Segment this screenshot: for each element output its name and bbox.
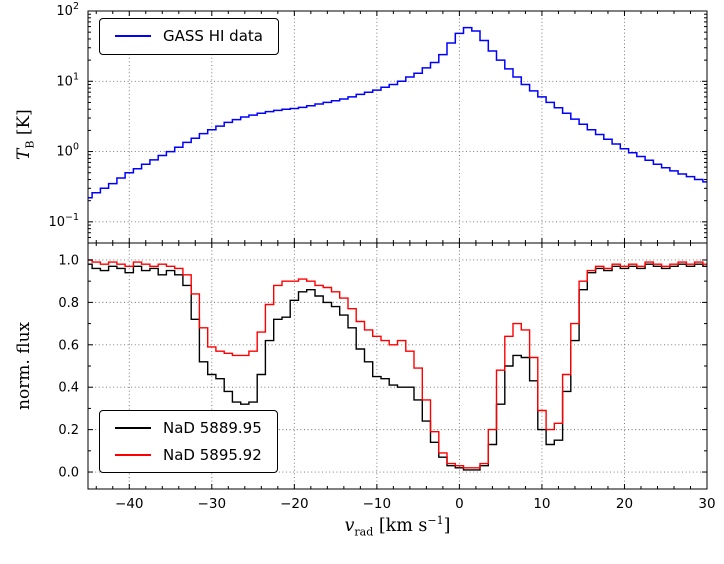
legend-item: NaD 5895.92: [115, 445, 262, 464]
svg-text:1.0: 1.0: [58, 253, 79, 268]
svg-text:10: 10: [533, 496, 550, 512]
legend-label-gass: GASS HI data: [163, 27, 263, 45]
svg-text:102: 102: [56, 1, 79, 19]
xlabel-sup: −1: [427, 514, 444, 527]
legend-line-sample-red: [115, 453, 151, 456]
y-axis-label-top: TB [K]: [14, 109, 36, 160]
legend-item: NaD 5889.95: [115, 420, 262, 437]
svg-text:101: 101: [56, 71, 79, 89]
svg-text:−30: −30: [198, 496, 227, 512]
xlabel-unit-post: ]: [443, 515, 451, 536]
svg-text:0.8: 0.8: [58, 296, 79, 311]
legend-label-nad1: NaD 5889.95: [163, 419, 262, 437]
ylabel-top-unit: [K]: [14, 109, 34, 141]
ylabel-top-sub: B: [23, 140, 37, 149]
svg-text:0.0: 0.0: [58, 466, 79, 481]
svg-text:10−1: 10−1: [48, 212, 79, 230]
svg-text:0: 0: [455, 496, 464, 512]
svg-text:−10: −10: [363, 496, 392, 512]
svg-text:−20: −20: [280, 496, 309, 512]
svg-text:20: 20: [616, 496, 633, 512]
xlabel-var: v: [344, 515, 355, 536]
svg-text:−40: −40: [115, 496, 144, 512]
legend-item: GASS HI data: [115, 28, 263, 45]
svg-text:0.6: 0.6: [58, 338, 79, 353]
xlabel-sub: rad: [354, 525, 374, 539]
svg-text:0.2: 0.2: [58, 423, 79, 438]
ylabel-top-var: T: [14, 148, 34, 160]
svg-text:0.4: 0.4: [58, 381, 79, 396]
svg-text:100: 100: [56, 142, 79, 160]
xlabel-unit-pre: [km s: [373, 515, 428, 536]
legend-top: GASS HI data: [99, 18, 279, 55]
svg-text:30: 30: [698, 496, 715, 512]
legend-bottom: NaD 5889.95 NaD 5895.92: [99, 410, 278, 473]
legend-label-nad2: NaD 5895.92: [163, 445, 262, 464]
legend-line-sample-blue: [115, 35, 151, 38]
legend-line-sample-black: [115, 427, 151, 430]
x-axis-label: vrad [km s−1]: [88, 514, 707, 538]
y-axis-label-bottom: norm. flux: [14, 321, 34, 410]
